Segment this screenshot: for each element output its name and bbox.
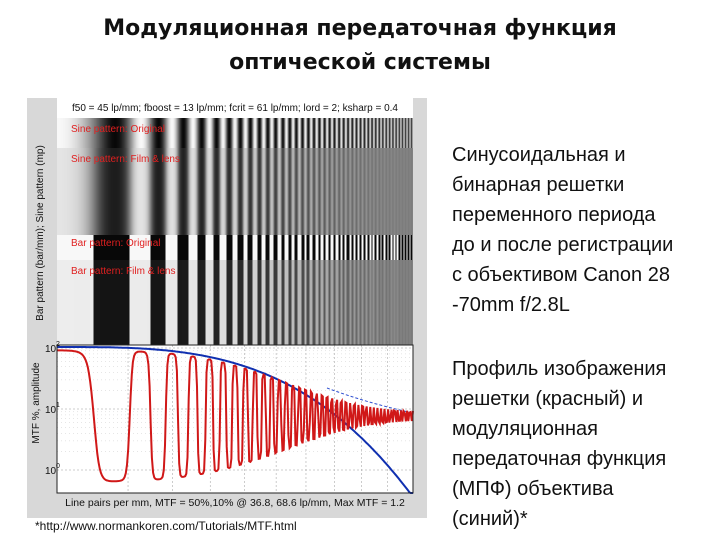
pattern-row <box>57 148 413 235</box>
y-tick-label: 10 <box>45 466 57 477</box>
y-tick-label: 10 <box>45 405 57 416</box>
text-line: (МПФ) объектива <box>452 478 614 500</box>
mtf-figure: f50 = 45 lp/mm; fboost = 13 lp/mm; fcrit… <box>27 98 427 518</box>
pattern-axis-label: Bar pattern (bar/mm); Sine pattern (mp) <box>35 145 46 321</box>
mtf-curve <box>57 346 413 494</box>
text-line: бинарная решетки <box>452 174 625 196</box>
image-profile <box>57 349 414 483</box>
parameters: f50 = 45 lp/mm; fboost = 13 lp/mm; fcrit… <box>72 103 398 114</box>
pattern-label: Bar pattern: Film & lens <box>71 266 175 277</box>
text-line: передаточная функция <box>452 448 667 470</box>
text-line: модуляционная <box>452 418 598 440</box>
plot-frame <box>56 344 414 494</box>
pattern-row <box>57 260 413 345</box>
y-tick-exponent: 1 <box>56 402 60 409</box>
x-caption: Line pairs per mm, MTF = 50%,10% @ 36.8,… <box>65 497 405 509</box>
mtf-axis-label: MTF %, amplitude <box>31 362 42 444</box>
text-line: -70mm f/2.8L <box>452 294 570 316</box>
y-tick-label: 10 <box>45 344 57 355</box>
description-1: Синусоидальная и бинарная решетки переменн… <box>452 140 673 320</box>
pattern-row <box>57 118 413 148</box>
text-line: до и после регистрации <box>452 234 674 256</box>
text-line: (синий)* <box>452 508 528 530</box>
text-line: Профиль изображения <box>452 358 667 380</box>
text-line: Синусоидальная и <box>452 144 626 166</box>
pattern-row <box>57 235 413 260</box>
y-tick-exponent: 2 <box>56 341 60 348</box>
pattern-label: Sine pattern: Original <box>71 124 165 135</box>
pattern-label: Bar pattern: Original <box>71 238 161 249</box>
parameter-band <box>57 98 413 118</box>
y-tick-exponent: 0 <box>56 463 60 470</box>
footnote: *http://www.normankoren.com/Tutorials/MT… <box>35 519 297 533</box>
slide-title: Модуляционная передаточная функция оптич… <box>103 16 617 75</box>
text-line: с объективом Canon 28 <box>452 264 670 286</box>
text-line: переменного периода <box>452 204 656 226</box>
pattern-label: Sine pattern: Film & lens <box>71 154 180 165</box>
description-2: Профиль изображения решетки (красный) и мо… <box>452 354 666 534</box>
text-line: решетки (красный) и <box>452 388 644 410</box>
